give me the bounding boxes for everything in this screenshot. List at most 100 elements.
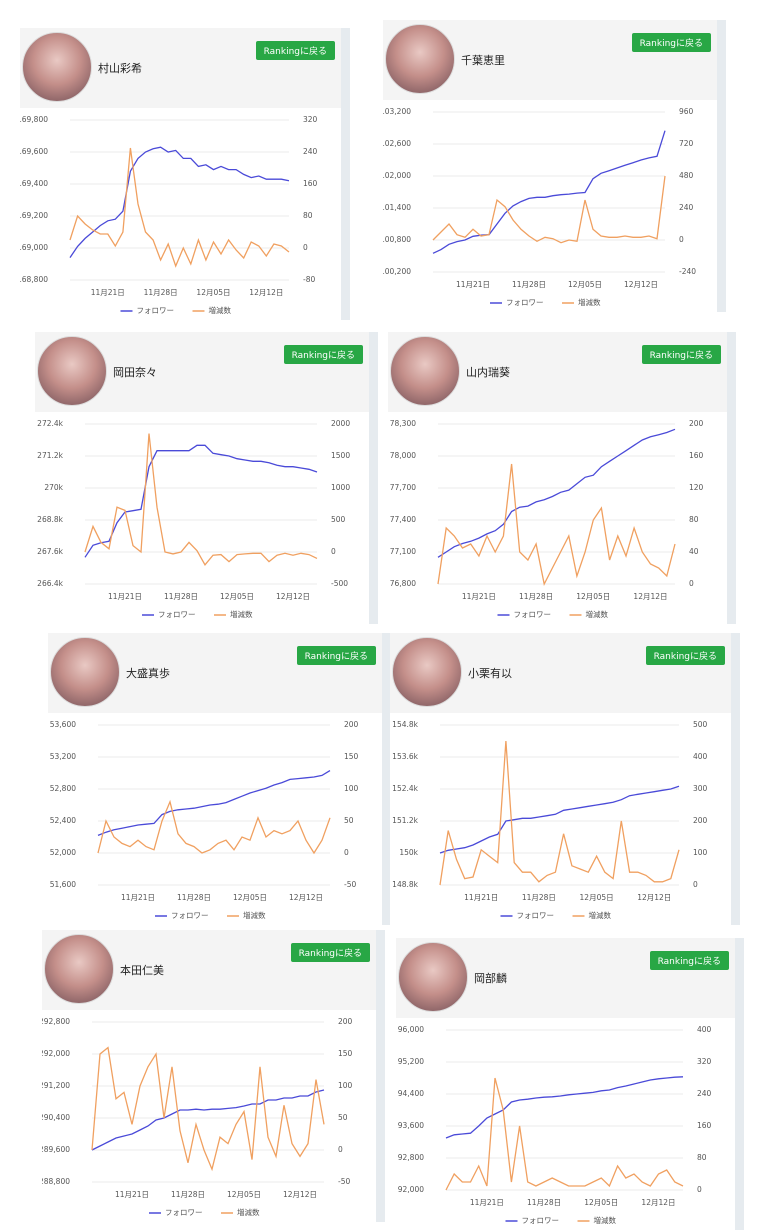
y2-tick-label: 150 (344, 752, 359, 761)
x-tick-label: 11月28日 (164, 592, 198, 601)
y-tick-label: 272.4k (37, 419, 63, 428)
y2-tick-label: 320 (303, 115, 318, 124)
ranking-button[interactable]: Rankingに戻る (631, 33, 711, 52)
y-tick-label: 169,400 (20, 179, 48, 188)
legend-label: フォロワー (165, 1208, 203, 1217)
profile-panel: 岡田奈々 Rankingに戻る 266.4k 267.6k 268.8k 270k 271.… (35, 332, 378, 624)
legend-label: フォロワー (517, 911, 555, 920)
y2-tick-label: -80 (303, 275, 315, 284)
y-tick-label: 96,000 (398, 1025, 424, 1034)
series-line (97, 799, 331, 855)
y-tick-label: 53,200 (50, 752, 76, 761)
x-tick-label: 11月28日 (519, 592, 553, 601)
series-line (97, 770, 331, 837)
y2-tick-label: 200 (344, 720, 359, 729)
y2-tick-label: 0 (344, 848, 349, 857)
y-tick-label: 51,600 (50, 880, 76, 889)
avatar (390, 336, 460, 406)
member-name: 小栗有以 (468, 667, 512, 680)
legend-label: 増減数 (594, 1215, 617, 1225)
y2-tick-label: 400 (697, 1025, 712, 1034)
ranking-button[interactable]: Rankingに戻る (296, 646, 376, 665)
y-tick-label: 169,600 (20, 147, 48, 156)
y2-tick-label: -50 (338, 1177, 350, 1186)
series-line (84, 433, 318, 566)
profile-panel: 村山彩希 Rankingに戻る 168,800 169,000 169,200 169,4… (20, 28, 350, 320)
chart: 288,800 289,600 290,400 291,200 292,000 292,8… (42, 1017, 353, 1217)
y-tick-label: 290,400 (42, 1113, 70, 1122)
ranking-button[interactable]: Rankingに戻る (649, 951, 729, 970)
legend-label: フォロワー (522, 1216, 560, 1225)
y2-tick-label: 480 (679, 171, 694, 180)
avatar (22, 32, 92, 102)
y-tick-label: 77,700 (390, 483, 416, 492)
x-tick-label: 12月12日 (624, 280, 658, 289)
member-name: 大盛真歩 (126, 667, 170, 680)
legend-label: フォロワー (506, 298, 544, 307)
panel-header: 千葉恵里 Rankingに戻る (383, 20, 717, 100)
x-tick-label: 12月05日 (568, 280, 602, 289)
ranking-button[interactable]: Rankingに戻る (255, 41, 335, 60)
member-name: 千葉恵里 (461, 54, 505, 67)
series-line (437, 463, 676, 586)
y2-tick-label: 200 (693, 816, 708, 825)
y-tick-label: 92,000 (398, 1185, 424, 1194)
x-tick-label: 11月21日 (456, 280, 490, 289)
y-tick-label: 270k (44, 483, 63, 492)
y-tick-label: 266.4k (37, 579, 63, 588)
series-line (432, 175, 666, 244)
ranking-button[interactable]: Rankingに戻る (290, 943, 370, 962)
y-tick-label: 77,400 (390, 515, 416, 524)
ranking-button[interactable]: Rankingに戻る (641, 345, 721, 364)
legend-label: フォロワー (137, 306, 175, 315)
y-tick-label: 77,100 (390, 547, 416, 556)
x-tick-label: 12月05日 (584, 1198, 618, 1207)
ranking-button[interactable]: Rankingに戻る (645, 646, 725, 665)
panel-header: 大盛真歩 Rankingに戻る (48, 633, 382, 713)
series-line (91, 1046, 325, 1172)
y-tick-label: 92,800 (398, 1153, 424, 1162)
ranking-button[interactable]: Rankingに戻る (283, 345, 363, 364)
avatar (385, 24, 455, 94)
chart: 168,800 169,000 169,200 169,400 169,600 169,8… (20, 115, 318, 315)
y-tick-label: 154.8k (392, 720, 418, 729)
y2-tick-label: 1500 (331, 451, 350, 460)
y-tick-label: 288,800 (42, 1177, 70, 1186)
member-name: 岡部麟 (474, 972, 507, 985)
y-tick-label: 151.2k (392, 816, 418, 825)
avatar (37, 336, 107, 406)
y-tick-label: 168,800 (20, 275, 48, 284)
x-tick-label: 11月21日 (121, 893, 155, 902)
y-tick-label: 292,000 (42, 1049, 70, 1058)
y2-tick-label: 400 (693, 752, 708, 761)
profile-panel: 小栗有以 Rankingに戻る 148.8k 150k 151.2k 152.4k 153.… (390, 633, 740, 925)
chart: 51,600 52,000 52,400 52,800 53,200 53,600 -50 0… (50, 720, 359, 920)
profile-panel: 岡部麟 Rankingに戻る 92,000 92,800 93,600 94,400 95,… (396, 938, 744, 1230)
panel-header: 岡部麟 Rankingに戻る (396, 938, 735, 1018)
y2-tick-label: 1000 (331, 483, 350, 492)
series-line (69, 147, 290, 268)
series-line (432, 130, 666, 254)
x-tick-label: 12月05日 (196, 288, 230, 297)
y-tick-label: 169,200 (20, 211, 48, 220)
y2-tick-label: 0 (689, 579, 694, 588)
y2-tick-label: 720 (679, 139, 694, 148)
y2-tick-label: 160 (303, 179, 318, 188)
y2-tick-label: 2000 (331, 419, 350, 428)
y-tick-label: 101,400 (383, 203, 411, 212)
y-tick-label: 76,800 (390, 579, 416, 588)
x-tick-label: 12月12日 (289, 893, 323, 902)
y2-tick-label: 150 (338, 1049, 353, 1058)
y2-tick-label: 240 (697, 1089, 712, 1098)
y2-tick-label: 160 (689, 451, 704, 460)
y-tick-label: 52,800 (50, 784, 76, 793)
profile-panel: 大盛真歩 Rankingに戻る 51,600 52,000 52,400 52,800 53… (48, 633, 391, 925)
y-tick-label: 52,400 (50, 816, 76, 825)
series-line (439, 740, 680, 886)
panel-header: 山内瑞葵 Rankingに戻る (388, 332, 727, 412)
profile-panel: 本田仁美 Rankingに戻る 288,800 289,600 290,400 291,2… (42, 930, 385, 1222)
y-tick-label: 94,400 (398, 1089, 424, 1098)
x-tick-label: 12月12日 (633, 592, 667, 601)
legend-label: フォロワー (158, 610, 196, 619)
series-line (445, 1076, 684, 1139)
